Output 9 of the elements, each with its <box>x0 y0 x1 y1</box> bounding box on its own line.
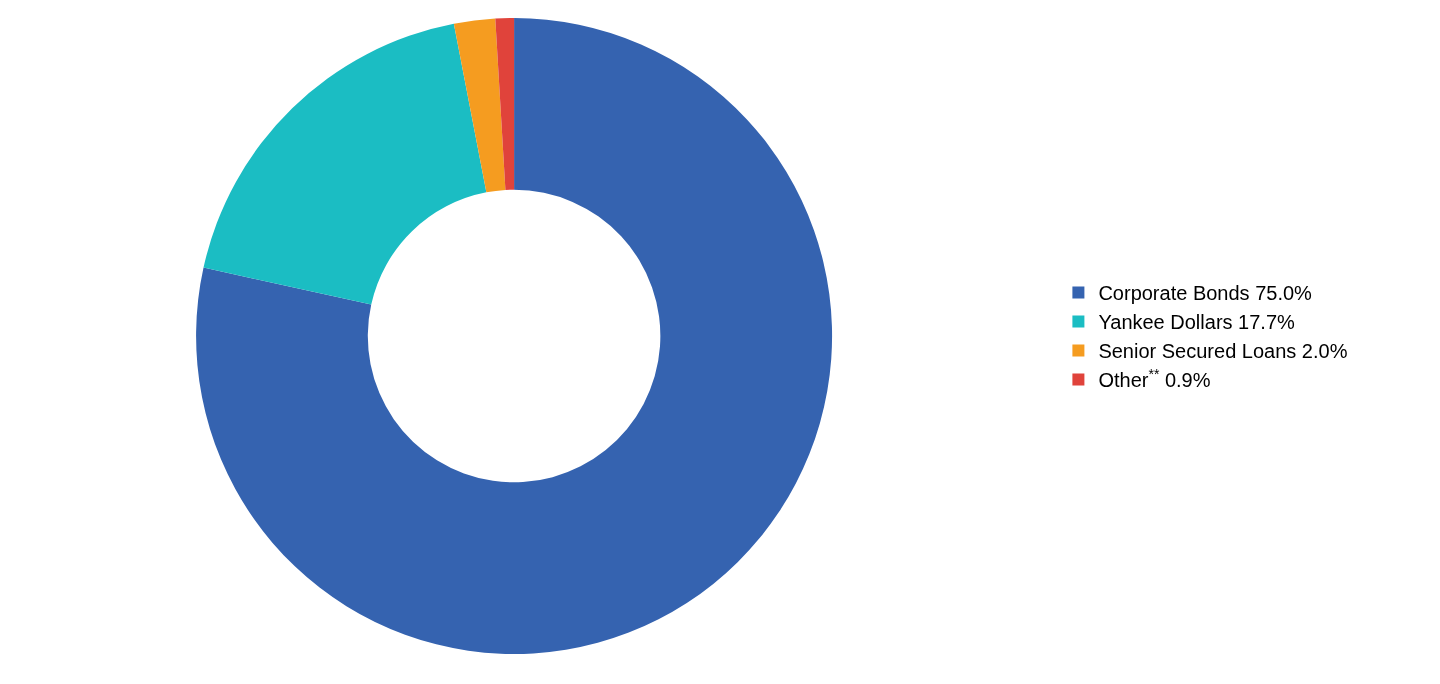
legend-label: Corporate Bonds 75.0% <box>1098 282 1313 305</box>
donut-slice <box>453 18 506 193</box>
legend-label: Other$^{**}$ <box>1098 365 1160 392</box>
data-label: 0.9% <box>1164 369 1211 392</box>
legend-label: Senior Secured Loans 2.0% <box>1098 340 1348 363</box>
legend-label: Yankee Dollars 17.7% <box>1098 311 1296 334</box>
donut-slice <box>196 18 833 654</box>
donut-slice <box>203 23 487 305</box>
donut-slice <box>495 18 515 190</box>
